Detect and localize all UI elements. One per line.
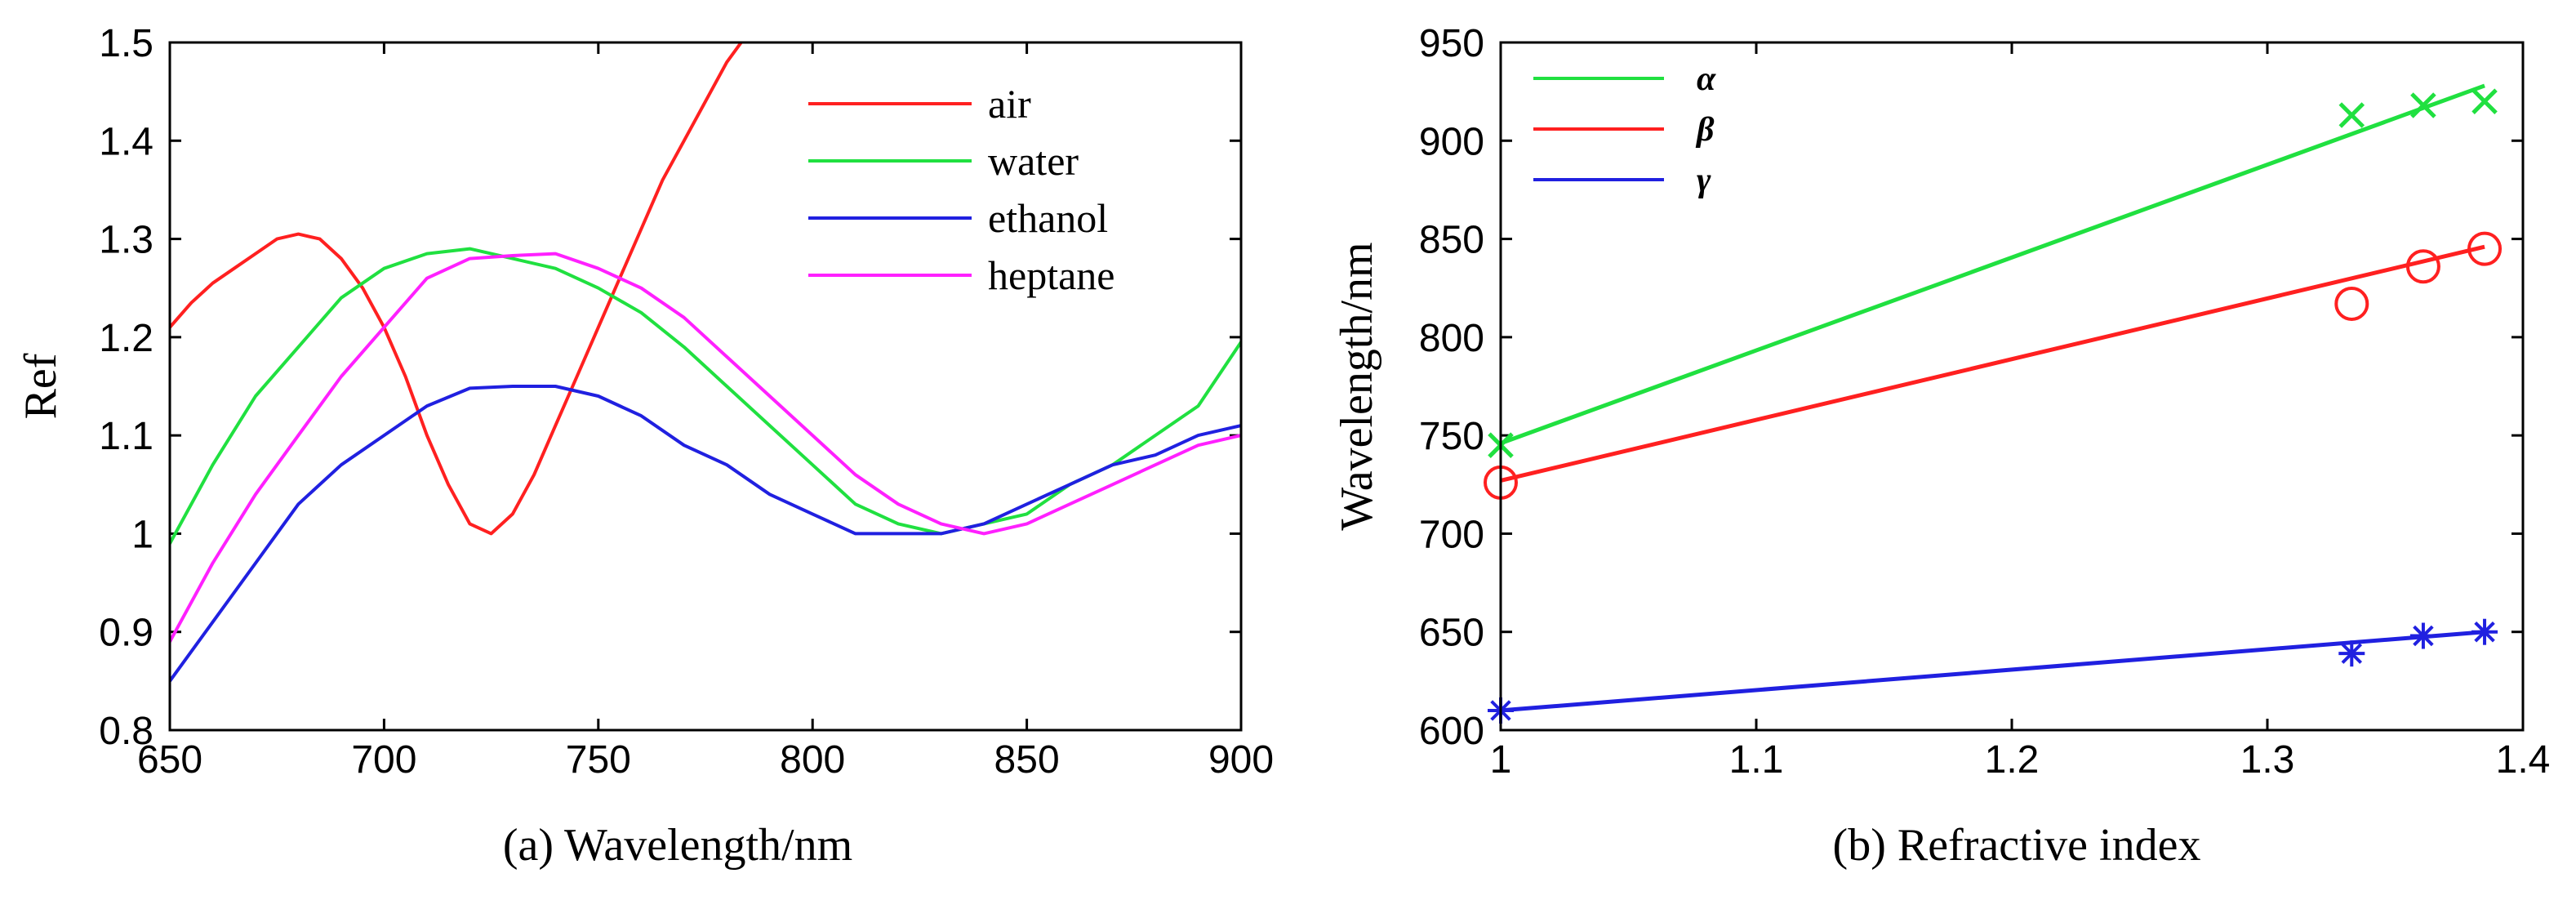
x-tick-label: 1.1 [1729, 738, 1784, 782]
legend-label: heptane [988, 252, 1114, 298]
x-tick-label: 1.4 [2496, 738, 2551, 782]
series-line-air [170, 42, 744, 536]
x-tick-label: 900 [1208, 738, 1274, 782]
x-tick-label: 700 [351, 738, 416, 782]
x-tick-label: 850 [994, 738, 1060, 782]
chart-b-caption: (b) Refractive index [1833, 820, 2201, 871]
x-tick-label: 1 [1490, 738, 1512, 782]
chart-a-frame [168, 41, 1243, 732]
data-point-star [2471, 618, 2498, 645]
series-line-heptane [170, 252, 1241, 643]
fit-line-α [1501, 83, 2485, 446]
y-tick-label: 900 [1419, 120, 1484, 163]
legend-label: ethanol [988, 195, 1108, 241]
chart-a-series [170, 42, 1241, 683]
data-point-x [2410, 92, 2436, 118]
chart-a: 650 700 750 800 850 900 0.8 0.9 1 1.1 1.2 1.3 1.4 1.5… [16, 22, 1274, 871]
y-tick-label: 650 [1419, 612, 1484, 655]
y-tick-label: 850 [1419, 219, 1484, 262]
x-tick-label: 650 [137, 738, 202, 782]
y-tick-label: 1.3 [99, 219, 153, 262]
y-tick-label: 950 [1419, 22, 1484, 65]
legend-label: β [1695, 111, 1715, 149]
y-tick-label: 1 [131, 513, 153, 556]
data-point-circle [2334, 286, 2369, 321]
fit-line-γ [1501, 630, 2485, 713]
data-point-x-stroke [2410, 92, 2436, 118]
x-tick-label: 1.3 [2240, 738, 2295, 782]
y-tick-label: 1.5 [99, 22, 153, 65]
legend-label: γ [1697, 162, 1711, 199]
data-point-circle [2405, 249, 2440, 284]
y-tick-label: 700 [1419, 513, 1484, 556]
chart-b-frame [1499, 41, 2525, 732]
chart-b-markers [1484, 88, 2503, 724]
x-tick-label: 800 [780, 738, 845, 782]
legend-label: air [988, 81, 1031, 127]
chart-b-legend: αβγ [1533, 60, 1716, 199]
data-point-star-stroke [2474, 621, 2495, 643]
legend-label: α [1697, 60, 1716, 98]
chart-b: 1 1.1 1.2 1.3 1.4 600 650 700 750 800 850 900 950 Wa… [1332, 22, 2550, 871]
y-tick-label: 1.4 [99, 120, 153, 163]
y-tick-label: 750 [1419, 415, 1484, 458]
chart-a-ylabel: Ref [16, 353, 66, 419]
data-point-star-stroke [2413, 625, 2434, 647]
data-point-x-stroke [2471, 88, 2498, 114]
chart-a-legend: air water ethanol heptane [808, 81, 1114, 298]
y-tick-label: 0.9 [99, 612, 153, 655]
data-point-x-stroke [2338, 102, 2365, 128]
data-point-star-stroke [2341, 643, 2363, 664]
fit-line-β [1501, 244, 2485, 483]
y-tick-label: 1.2 [99, 317, 153, 360]
x-tick-label: 750 [566, 738, 631, 782]
data-point-x [2471, 88, 2498, 114]
y-tick-label: 600 [1419, 710, 1484, 753]
data-point-circle [2467, 231, 2503, 266]
series-line-ethanol [170, 385, 1241, 683]
legend-label: water [988, 138, 1079, 184]
y-tick-label: 800 [1419, 317, 1484, 360]
chart-b-series [1501, 83, 2485, 713]
chart-a-ticks: 650 700 750 800 850 900 0.8 0.9 1 1.1 1.2 1.3 1.4 1.5 [99, 22, 1274, 782]
chart-b-ticks: 1 1.1 1.2 1.3 1.4 600 650 700 750 800 850 900 950 [1419, 22, 2550, 782]
data-point-x [2338, 102, 2365, 128]
data-point-star [2409, 622, 2436, 649]
y-tick-label: 1.1 [99, 415, 153, 458]
chart-b-ylabel: Wavelength/nm [1332, 242, 1382, 530]
data-point-star [2338, 640, 2365, 667]
chart-a-caption: (a) Wavelength/nm [503, 820, 852, 871]
x-tick-label: 1.2 [1985, 738, 2040, 782]
y-tick-label: 0.8 [99, 710, 153, 753]
